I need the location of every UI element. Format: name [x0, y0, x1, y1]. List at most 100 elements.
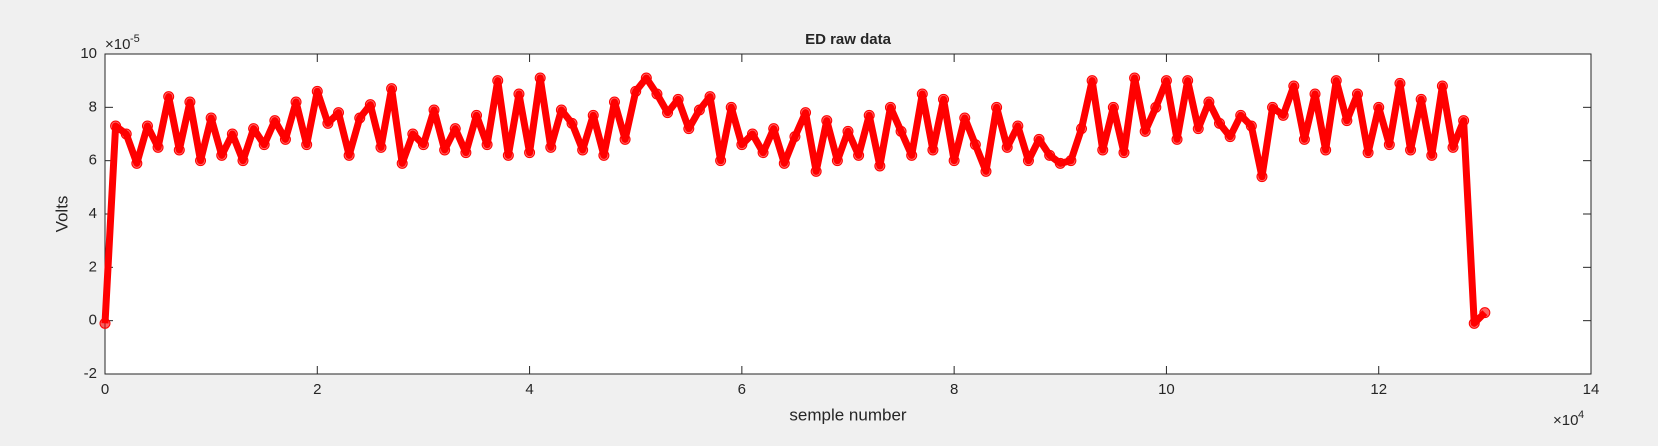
- data-point: [768, 123, 780, 135]
- data-point: [1362, 147, 1374, 159]
- data-point: [1405, 144, 1417, 156]
- data-point: [1192, 123, 1204, 135]
- data-point: [343, 149, 355, 161]
- data-point: [1224, 131, 1236, 143]
- data-point: [1086, 75, 1098, 87]
- data-point: [131, 157, 143, 169]
- data-point: [1383, 139, 1395, 151]
- data-point: [1203, 96, 1215, 108]
- data-point: [322, 117, 334, 129]
- data-point: [789, 131, 801, 143]
- data-point: [258, 139, 270, 151]
- data-point: [778, 157, 790, 169]
- data-point: [1277, 109, 1289, 121]
- data-point: [1160, 75, 1172, 87]
- data-point: [1129, 72, 1141, 84]
- data-point: [938, 93, 950, 105]
- data-point: [226, 128, 238, 140]
- data-point: [948, 155, 960, 167]
- data-point: [471, 109, 482, 121]
- data-point: [1118, 147, 1130, 159]
- data-point: [916, 88, 928, 100]
- data-point: [598, 149, 610, 161]
- data-point: [184, 96, 196, 108]
- y-axis-label: Volts: [52, 196, 71, 233]
- data-point: [216, 149, 228, 161]
- data-point: [842, 125, 854, 137]
- data-point: [1012, 120, 1024, 132]
- data-point: [1351, 88, 1363, 100]
- data-point: [1394, 77, 1406, 89]
- data-point: [545, 141, 557, 153]
- plot-area: [104, 53, 1592, 375]
- x-tick-label: 12: [1370, 381, 1387, 398]
- data-point: [715, 155, 727, 167]
- y-multiplier-power: -5: [130, 33, 140, 45]
- data-point: [163, 91, 175, 103]
- data-point: [1235, 109, 1247, 121]
- data-point: [619, 133, 631, 145]
- data-point: [1033, 133, 1045, 145]
- data-point: [969, 139, 981, 151]
- y-tick-label: 10: [80, 45, 97, 62]
- data-point: [1065, 155, 1077, 167]
- data-point: [120, 128, 132, 140]
- x-multiplier: ×10: [1553, 412, 1578, 429]
- data-point: [1150, 101, 1162, 113]
- data-point: [439, 144, 451, 156]
- data-point: [991, 101, 1003, 113]
- data-point: [195, 155, 207, 167]
- data-point: [502, 149, 514, 161]
- data-point: [1256, 171, 1268, 183]
- data-point: [1330, 75, 1342, 87]
- data-point: [1245, 120, 1257, 132]
- data-point: [746, 128, 758, 140]
- data-point: [173, 144, 185, 156]
- data-point: [587, 109, 599, 121]
- x-tick-label: 4: [525, 381, 533, 398]
- x-axis-label: semple number: [789, 405, 907, 424]
- data-point: [269, 115, 281, 127]
- chart-title: ED raw data: [805, 31, 892, 48]
- y-tick-label: 8: [89, 98, 97, 115]
- data-point: [874, 160, 886, 172]
- data-point: [566, 117, 578, 129]
- y-tick-label: -2: [84, 365, 97, 382]
- y-multiplier: ×10: [105, 36, 130, 53]
- data-point: [492, 75, 504, 87]
- x-tick-label: 2: [313, 381, 321, 398]
- data-point: [640, 72, 652, 84]
- data-point: [460, 147, 472, 159]
- data-point: [651, 88, 663, 100]
- data-point: [301, 139, 313, 151]
- data-point: [1415, 93, 1427, 105]
- data-point: [693, 104, 705, 116]
- data-point: [513, 88, 525, 100]
- data-point: [364, 99, 376, 111]
- y-tick-label: 4: [89, 205, 97, 222]
- data-point: [1267, 101, 1279, 113]
- data-point: [1479, 307, 1491, 319]
- data-point: [1288, 80, 1300, 92]
- data-point: [704, 91, 716, 103]
- data-point: [237, 155, 249, 167]
- data-point: [1214, 117, 1225, 129]
- data-point: [608, 96, 620, 108]
- x-tick-label: 0: [101, 381, 109, 398]
- data-point: [980, 165, 992, 177]
- data-point: [821, 115, 833, 127]
- data-point: [534, 72, 546, 84]
- data-point: [736, 139, 748, 151]
- data-point: [524, 147, 536, 159]
- data-point: [1139, 125, 1151, 137]
- data-point: [1107, 101, 1119, 113]
- y-tick-label: 6: [89, 152, 97, 169]
- data-point: [110, 120, 122, 132]
- data-point: [1298, 133, 1310, 145]
- data-point: [354, 112, 366, 124]
- data-point: [1054, 157, 1066, 169]
- data-point: [248, 123, 260, 135]
- data-point: [407, 128, 419, 140]
- data-point: [863, 109, 875, 121]
- data-point: [311, 85, 323, 97]
